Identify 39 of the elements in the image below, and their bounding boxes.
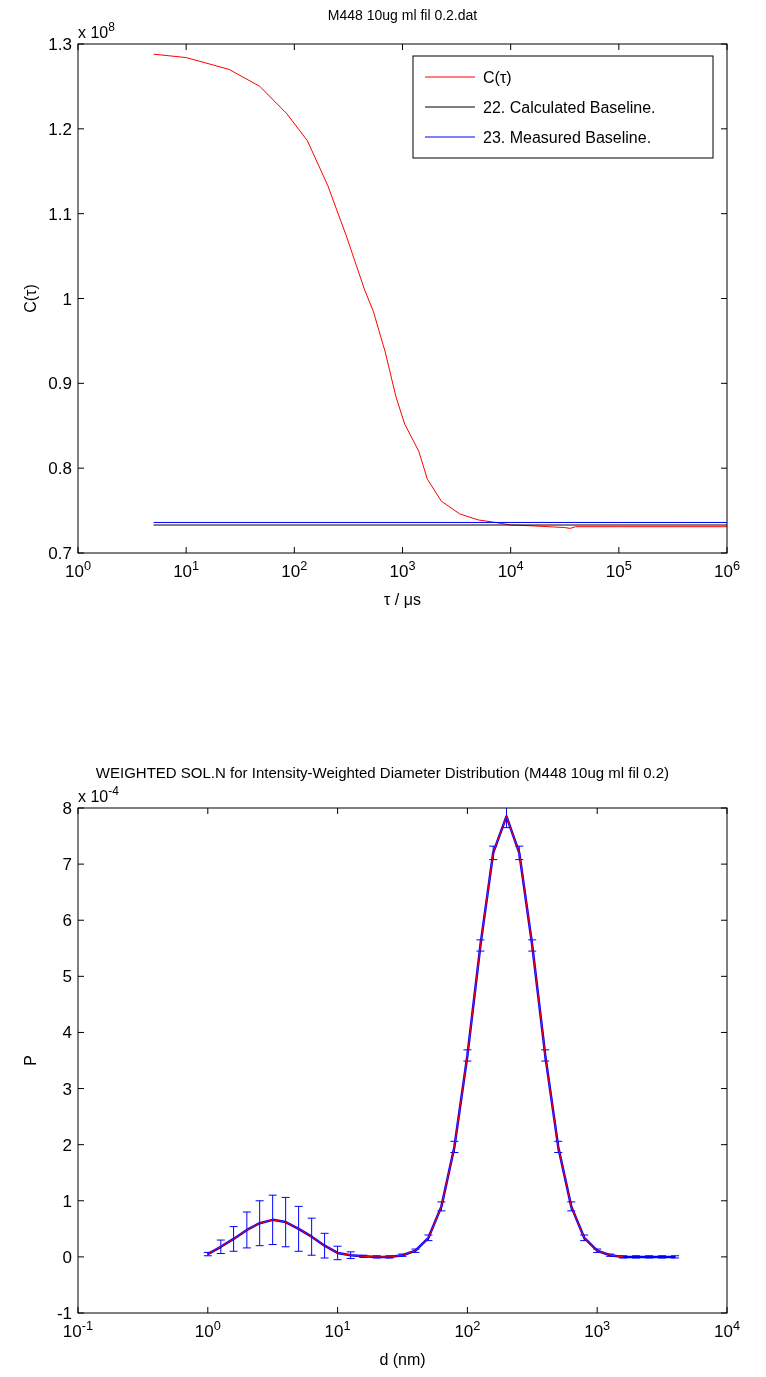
x-tick-label: 10$^{6}$ — [713, 557, 741, 581]
y-tick-label: 2 — [62, 1135, 72, 1155]
y-tick-label: 4 — [62, 1023, 72, 1043]
x-tick-label: 10$^{0}$ — [194, 1317, 221, 1341]
y-tick-label: 1 — [62, 1191, 72, 1211]
chart-title: WEIGHTED SOL.N for Intensity-Weighted Diameter Distribution (M448 10ug ml fil 0.2) — [95, 764, 670, 781]
legend-label: 23. Measured Baseline. — [483, 129, 652, 146]
chart-title: M448 10ug ml fil 0.2.dat — [327, 7, 478, 23]
x-tick-label: 10$^{5}$ — [605, 557, 632, 581]
x-tick-label: 10$^{1}$ — [173, 557, 200, 581]
x-axis-title: τ / μs — [384, 591, 421, 608]
y-tick-label: 0.9 — [48, 374, 72, 394]
x-tick-label: 10$^{2}$ — [454, 1317, 481, 1341]
y-tick-label: -1 — [56, 1304, 72, 1323]
text: x 10$^{-4}$ — [78, 784, 120, 805]
y-tick-label: 1.1 — [48, 204, 72, 224]
x-tick-label: 10$^{4}$ — [713, 1317, 741, 1341]
y-tick-label: 1 — [62, 289, 72, 309]
y-tick-label: 0.7 — [48, 544, 72, 563]
x-tick-label: 10$^{3}$ — [389, 557, 416, 581]
y-tick-label: 1.2 — [48, 119, 72, 139]
y-tick-label: 1.3 — [48, 35, 72, 54]
legend-label: C(τ) — [483, 69, 512, 86]
y-tick-label: 5 — [62, 967, 72, 987]
x-tick-label: 10$^{3}$ — [584, 1317, 611, 1341]
text: x 10$^{8}$ — [78, 20, 116, 41]
y-axis-title: P — [22, 1055, 39, 1066]
y-tick-label: 3 — [62, 1079, 72, 1099]
x-tick-label: 10$^{4}$ — [497, 557, 524, 581]
y-tick-label: 6 — [62, 911, 72, 931]
y-axis-title: C(τ) — [22, 284, 39, 313]
y-tick-label: 8 — [62, 799, 72, 818]
x-tick-label: 10$^{1}$ — [324, 1317, 351, 1341]
x-tick-label: 10$^{2}$ — [281, 557, 308, 581]
y-tick-label: 7 — [62, 855, 72, 875]
y-tick-label: 0.8 — [48, 459, 72, 479]
y-tick-label: 0 — [62, 1247, 72, 1267]
x-axis-title: d (nm) — [379, 1351, 426, 1368]
legend-label: 22. Calculated Baseline. — [483, 99, 656, 116]
